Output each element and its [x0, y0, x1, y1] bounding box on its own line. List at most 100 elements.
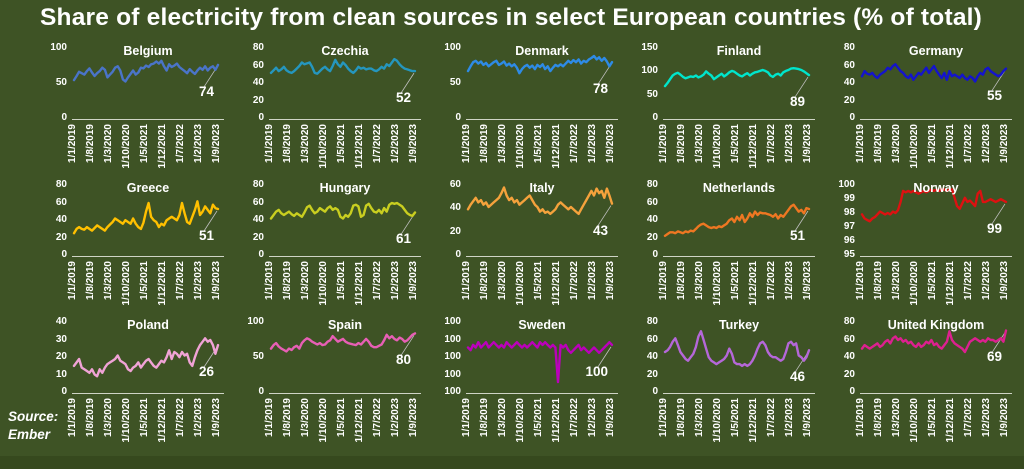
x-axis: 1/1/2019 1/8/2019 1/3/2020 1/10/2020 1/5/202… [461, 259, 618, 319]
plot-column: Poland 26 1/1/2019 1/8/2019 1/3/2020 1/10/2… [67, 318, 224, 455]
y-tick-label: 20 [843, 368, 855, 380]
x-tick-label: 1/3/2020 [891, 398, 902, 437]
callout-leader-line [794, 76, 809, 98]
y-tick-label: 10 [55, 368, 67, 380]
y-tick-label: 20 [646, 368, 658, 380]
y-tick-label: 100 [444, 351, 461, 362]
y-tick-label: 40 [55, 214, 67, 225]
x-tick-label: 1/2/2023 [981, 398, 992, 437]
end-value-label: 69 [986, 349, 1002, 365]
plot-column: Spain 80 1/1/2019 1/8/2019 1/3/2020 1/10/20… [264, 318, 421, 455]
x-tick-label: 1/10/2020 [515, 398, 526, 443]
x-tick-label: 1/1/2019 [658, 398, 669, 437]
y-axis: 100 50 0 [432, 42, 466, 123]
x-tick-label: 1/10/2020 [318, 261, 329, 306]
x-tick-label: 1/10/2020 [712, 261, 723, 306]
x-tick-label: 1/1/2019 [658, 261, 669, 300]
x-tick-label: 1/12/2021 [551, 261, 562, 306]
y-axis: 60 40 20 0 [432, 179, 466, 260]
callout-leader-line [597, 205, 612, 226]
x-tick-label: 1/8/2019 [873, 124, 884, 163]
x-tick-label: 1/3/2020 [497, 261, 508, 300]
chart-panel: 80 60 40 20 0 Netherlands 51 1/1/2019 1/8/201… [629, 179, 826, 318]
y-tick-label: 0 [849, 112, 855, 123]
y-axis: 40 30 20 10 0 [38, 316, 72, 397]
x-tick-label: 1/12/2021 [945, 398, 956, 443]
y-tick-label: 40 [252, 214, 264, 225]
plot-column: Italy 43 1/1/2019 1/8/2019 1/3/2020 1/10/20… [461, 181, 618, 319]
y-tick-label: 20 [449, 225, 461, 237]
y-tick-label: 0 [455, 112, 461, 123]
x-tick-label: 1/9/2023 [408, 398, 419, 437]
x-tick-label: 1/1/2019 [264, 261, 275, 300]
chart-row: 40 30 20 10 0 Poland 26 1/1/2019 1/8/2019 1/3/… [38, 316, 1024, 456]
x-tick-label: 1/7/2022 [372, 124, 383, 163]
y-tick-label: 40 [843, 77, 855, 88]
panel-title: Italy [529, 181, 555, 195]
x-tick-label: 1/7/2022 [569, 261, 580, 300]
y-tick-label: 40 [252, 77, 264, 88]
x-axis: 1/1/2019 1/8/2019 1/3/2020 1/10/2020 1/5/202… [855, 259, 1012, 319]
plot-area: Denmark 78 [466, 44, 618, 120]
y-tick-label: 30 [55, 333, 67, 345]
panel-title: Germany [908, 44, 964, 58]
y-tick-label: 99 [843, 193, 855, 204]
end-value-label: 26 [198, 364, 214, 380]
end-value-label: 89 [789, 94, 805, 110]
data-line [860, 188, 1008, 223]
y-tick-label: 60 [252, 196, 264, 208]
x-tick-label: 1/8/2019 [479, 261, 490, 300]
panel-title: United Kingdom [887, 318, 985, 332]
plot-area: Belgium 74 [72, 44, 224, 120]
x-tick-label: 1/3/2020 [300, 398, 311, 437]
x-tick-label: 1/1/2019 [855, 124, 866, 163]
x-axis: 1/1/2019 1/8/2019 1/3/2020 1/10/2020 1/5/202… [855, 396, 1012, 456]
x-tick-label: 1/5/2021 [730, 261, 741, 300]
y-tick-label: 50 [646, 88, 658, 100]
x-tick-label: 1/3/2020 [694, 261, 705, 300]
x-tick-label: 1/12/2021 [551, 398, 562, 443]
y-axis: 80 60 40 20 0 [826, 42, 860, 123]
x-tick-label: 1/2/2023 [390, 398, 401, 437]
x-tick-label: 1/8/2019 [282, 398, 293, 437]
x-tick-label: 1/10/2020 [712, 398, 723, 443]
x-tick-label: 1/3/2020 [103, 261, 114, 300]
y-tick-label: 0 [61, 386, 67, 397]
x-tick-label: 1/3/2020 [497, 124, 508, 163]
line-chart [663, 203, 811, 237]
chart-panel: 80 60 40 20 0 Hungary 61 1/1/2019 1/8/2019 1/3… [235, 179, 432, 318]
data-line [663, 203, 811, 237]
y-tick-label: 60 [646, 196, 658, 208]
line-chart [72, 337, 220, 378]
plot-area: Poland 26 [72, 318, 224, 394]
x-tick-label: 1/7/2022 [175, 398, 186, 437]
x-tick-label: 1/3/2020 [103, 124, 114, 163]
y-tick-label: 40 [449, 202, 461, 214]
x-tick-label: 1/2/2023 [587, 124, 598, 163]
plot-column: Greece 51 1/1/2019 1/8/2019 1/3/2020 1/10/2… [67, 181, 224, 318]
small-multiples-grid: 100 50 0 Belgium 74 1/1/2019 1/8/2019 1/3/20… [38, 42, 1024, 456]
x-tick-label: 1/3/2020 [891, 261, 902, 300]
x-tick-label: 1/5/2021 [927, 398, 938, 437]
x-tick-label: 1/5/2021 [927, 124, 938, 163]
end-value-label: 55 [986, 87, 1002, 103]
line-chart [72, 59, 220, 88]
plot-column: Netherlands 51 1/1/2019 1/8/2019 1/3/2020 1… [658, 181, 815, 318]
line-chart [269, 57, 417, 94]
y-tick-label: 60 [843, 59, 855, 71]
y-axis: 80 60 40 20 0 [235, 179, 269, 260]
x-tick-label: 1/5/2021 [533, 261, 544, 300]
plot-area: Finland 89 [663, 44, 815, 120]
y-tick-label: 100 [641, 65, 658, 77]
y-tick-label: 0 [258, 386, 264, 397]
y-tick-label: 0 [258, 112, 264, 123]
end-value-label: 74 [198, 83, 214, 99]
callout-leader-line [400, 335, 415, 356]
end-value-label: 51 [198, 228, 214, 243]
end-value-label: 100 [585, 363, 608, 379]
x-tick-label: 1/5/2021 [533, 398, 544, 437]
y-axis: 100 50 0 [235, 316, 269, 397]
plot-area: Czechia 52 [269, 44, 421, 120]
x-tick-label: 1/7/2022 [175, 124, 186, 163]
y-tick-label: 0 [849, 386, 855, 397]
